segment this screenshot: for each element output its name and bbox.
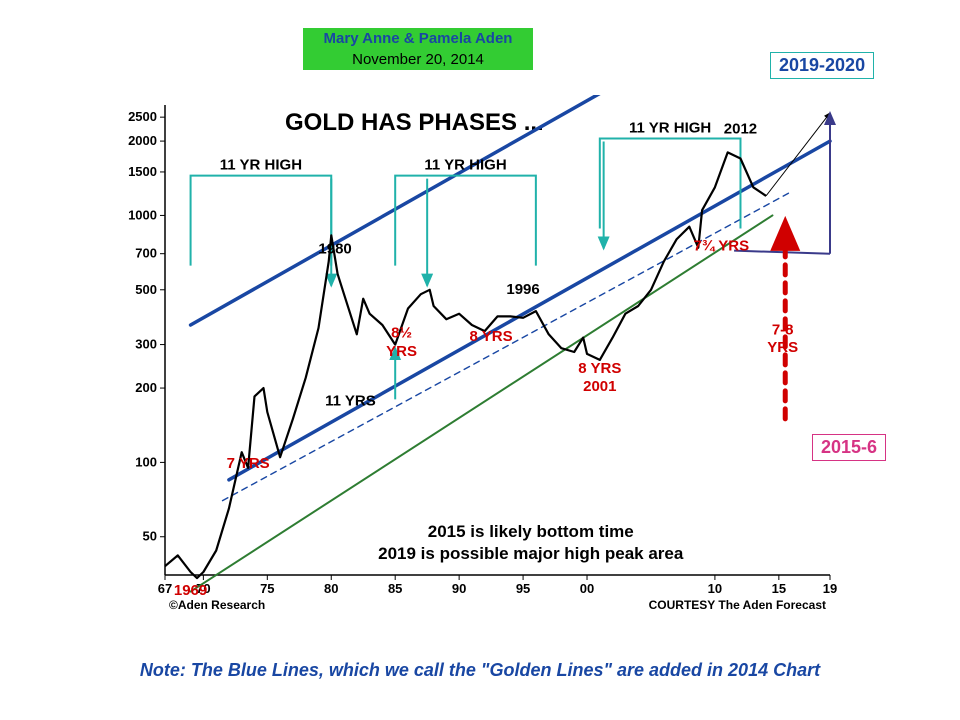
svg-text:1969: 1969 <box>174 582 207 599</box>
svg-text:2015 is likely bottom time: 2015 is likely bottom time <box>428 522 634 541</box>
svg-text:11 YR HIGH: 11 YR HIGH <box>220 157 302 174</box>
svg-text:2000: 2000 <box>128 133 157 148</box>
attribution-header: Mary Anne & Pamela Aden November 20, 201… <box>303 28 533 70</box>
svg-text:1996: 1996 <box>506 281 539 298</box>
svg-text:67: 67 <box>158 581 172 596</box>
author-line: Mary Anne & Pamela Aden <box>303 28 533 49</box>
svg-text:11 YRS: 11 YRS <box>325 392 376 409</box>
svg-text:10: 10 <box>708 581 722 596</box>
svg-text:50: 50 <box>143 529 157 544</box>
svg-text:7¾ YRS: 7¾ YRS <box>694 238 750 255</box>
svg-text:8 YRS: 8 YRS <box>578 360 621 377</box>
svg-text:8 YRS: 8 YRS <box>470 328 513 345</box>
svg-text:©Aden Research: ©Aden Research <box>169 598 265 612</box>
svg-text:90: 90 <box>452 581 466 596</box>
svg-text:700: 700 <box>135 246 157 261</box>
svg-text:YRS: YRS <box>386 343 417 360</box>
svg-text:2019 is possible major high pe: 2019 is possible major high peak area <box>378 544 684 563</box>
svg-text:100: 100 <box>135 454 157 469</box>
svg-text:2012: 2012 <box>724 120 757 137</box>
svg-text:8½: 8½ <box>391 325 412 342</box>
svg-text:1000: 1000 <box>128 207 157 222</box>
svg-text:19: 19 <box>823 581 837 596</box>
svg-text:00: 00 <box>580 581 594 596</box>
footer-note: Note: The Blue Lines, which we call the … <box>0 660 960 681</box>
svg-text:80: 80 <box>324 581 338 596</box>
svg-text:200: 200 <box>135 380 157 395</box>
chart-svg: GOLD HAS PHASES ...501002003005007001000… <box>120 95 860 615</box>
svg-text:85: 85 <box>388 581 402 596</box>
projection-label-2019: 2019-2020 <box>770 52 874 79</box>
svg-text:2001: 2001 <box>583 378 616 395</box>
svg-text:75: 75 <box>260 581 274 596</box>
svg-text:GOLD HAS PHASES ...: GOLD HAS PHASES ... <box>285 109 544 136</box>
gold-phases-chart: GOLD HAS PHASES ...501002003005007001000… <box>120 95 860 615</box>
svg-text:1980: 1980 <box>318 241 351 258</box>
svg-text:7 YRS: 7 YRS <box>227 455 270 472</box>
svg-text:11 YR HIGH: 11 YR HIGH <box>629 119 711 136</box>
svg-text:1500: 1500 <box>128 164 157 179</box>
svg-text:7-8: 7-8 <box>772 321 794 338</box>
svg-text:500: 500 <box>135 282 157 297</box>
svg-text:COURTESY The Aden Forecast: COURTESY The Aden Forecast <box>649 598 826 612</box>
svg-text:YRS: YRS <box>767 339 798 356</box>
svg-text:15: 15 <box>772 581 786 596</box>
svg-text:95: 95 <box>516 581 530 596</box>
svg-text:300: 300 <box>135 337 157 352</box>
date-line: November 20, 2014 <box>303 49 533 70</box>
svg-text:2500: 2500 <box>128 109 157 124</box>
svg-text:11 YR HIGH: 11 YR HIGH <box>424 157 506 174</box>
